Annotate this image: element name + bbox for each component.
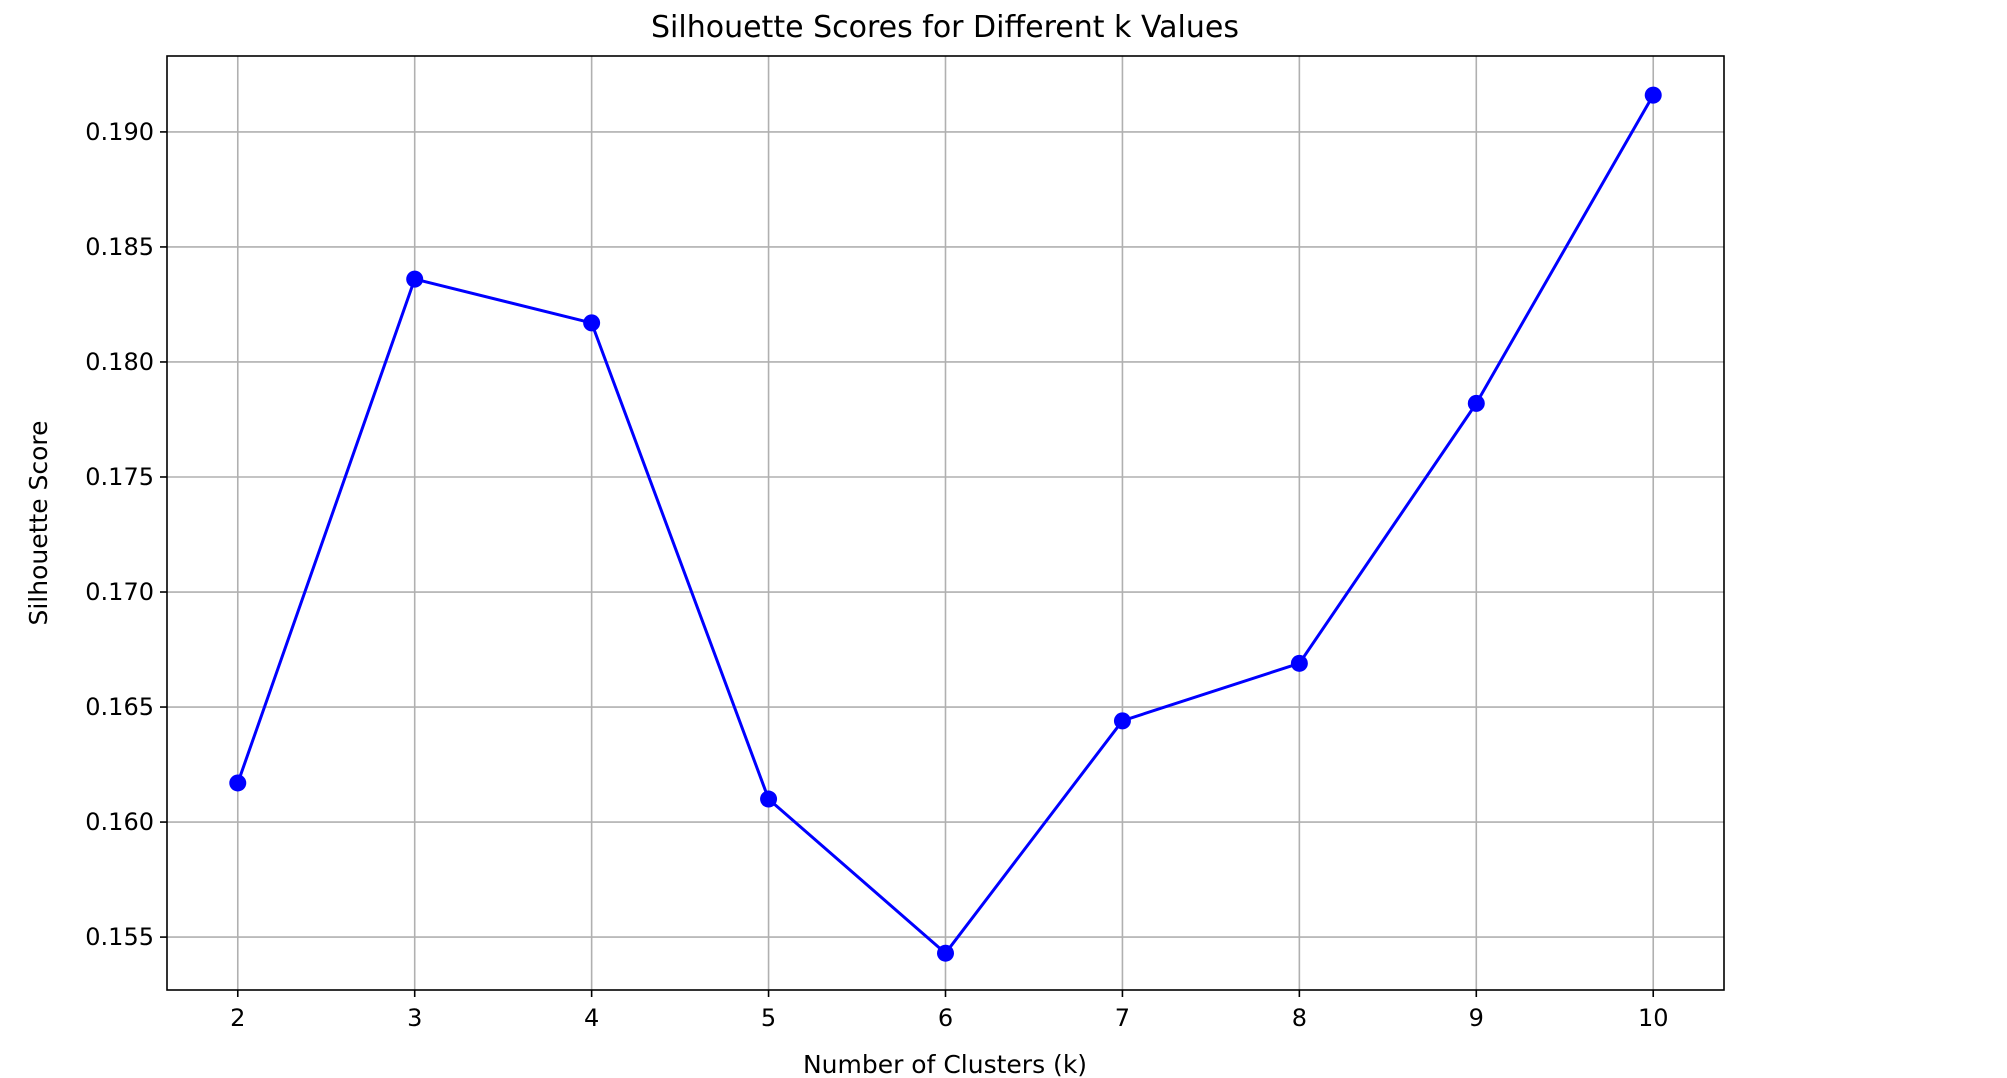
data-point xyxy=(406,270,424,288)
grid xyxy=(167,56,1724,990)
y-tick-label: 0.155 xyxy=(85,923,154,951)
y-tick-label: 0.175 xyxy=(85,463,154,491)
y-tick-label: 0.180 xyxy=(85,348,154,376)
data-point xyxy=(760,790,778,808)
x-tick-label: 10 xyxy=(1638,1004,1669,1032)
x-tick-label: 4 xyxy=(584,1004,599,1032)
y-tick-label: 0.185 xyxy=(85,233,154,261)
data-point xyxy=(583,314,601,332)
x-axis-label: Number of Clusters (k) xyxy=(803,1050,1087,1078)
x-tick-label: 3 xyxy=(407,1004,422,1032)
y-tick-label: 0.170 xyxy=(85,578,154,606)
data-point xyxy=(937,944,954,962)
x-tick-label: 9 xyxy=(1469,1004,1484,1032)
data-point xyxy=(1467,394,1485,412)
data-point xyxy=(1644,86,1662,104)
y-tick-label: 0.190 xyxy=(85,118,154,146)
x-tick-label: 7 xyxy=(1115,1004,1130,1032)
chart-title: Silhouette Scores for Different k Values xyxy=(651,10,1239,45)
x-tick-label: 8 xyxy=(1292,1004,1307,1032)
y-tick-label: 0.165 xyxy=(85,693,154,721)
y-axis-label: Silhouette Score xyxy=(24,420,53,625)
data-point xyxy=(1113,712,1131,730)
y-tick-label: 0.160 xyxy=(85,808,154,836)
data-point xyxy=(229,774,247,792)
x-tick-label: 6 xyxy=(938,1004,953,1032)
data-point xyxy=(1290,654,1308,672)
x-tick-label: 2 xyxy=(230,1004,245,1032)
series-group xyxy=(229,86,1662,962)
x-tick-label: 5 xyxy=(761,1004,776,1032)
ticks: 2 3 4 5 6 7 8 9 10 0.155 0.160 0.165 0.170 0.175 0.180… xyxy=(85,118,1668,1032)
